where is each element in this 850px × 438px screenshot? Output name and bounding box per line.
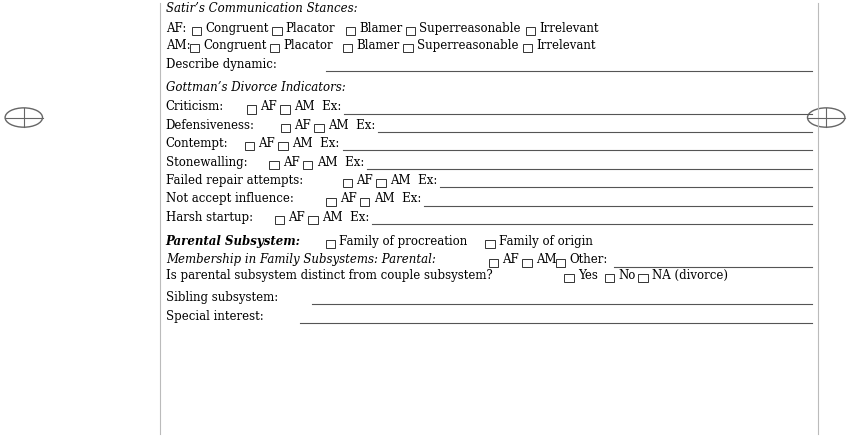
Text: Harsh startup:: Harsh startup: <box>166 210 253 223</box>
Bar <box>564 274 574 283</box>
Text: AF: AF <box>260 100 277 113</box>
Text: AM  Ex:: AM Ex: <box>374 192 421 205</box>
Text: AF: AF <box>288 210 305 223</box>
Text: Irrelevant: Irrelevant <box>536 39 596 52</box>
Text: AF: AF <box>502 253 519 266</box>
Text: Membership in Family Subsystems: Parental:: Membership in Family Subsystems: Parenta… <box>166 253 435 266</box>
Text: Placator: Placator <box>286 22 336 35</box>
Text: Is parental subsystem distinct from couple subsystem?: Is parental subsystem distinct from coup… <box>166 268 492 281</box>
Bar <box>190 45 199 53</box>
Text: Superreasonable: Superreasonable <box>419 22 521 35</box>
Bar <box>246 106 256 114</box>
Bar <box>556 259 565 267</box>
Text: AF: AF <box>283 155 300 168</box>
Text: Not accept influence:: Not accept influence: <box>166 192 293 205</box>
Text: Blamer: Blamer <box>360 22 402 35</box>
Text: Superreasonable: Superreasonable <box>416 39 518 52</box>
Bar <box>377 180 386 188</box>
Bar <box>346 28 355 36</box>
Text: Criticism:: Criticism: <box>166 100 224 113</box>
Text: AM  Ex:: AM Ex: <box>294 100 341 113</box>
Text: AM: AM <box>536 253 557 266</box>
Bar <box>343 45 353 53</box>
Text: Congruent: Congruent <box>206 22 269 35</box>
Bar <box>314 124 324 133</box>
Text: Stonewalling:: Stonewalling: <box>166 155 247 168</box>
Bar <box>403 45 412 53</box>
Text: Family of procreation: Family of procreation <box>339 234 468 247</box>
Bar <box>309 216 318 225</box>
Text: Defensiveness:: Defensiveness: <box>166 118 255 131</box>
Text: AM  Ex:: AM Ex: <box>292 137 339 150</box>
Text: Placator: Placator <box>283 39 333 52</box>
Bar <box>280 124 290 133</box>
Text: No: No <box>618 268 636 281</box>
Text: AM  Ex:: AM Ex: <box>328 118 375 131</box>
Text: Gottman’s Divorce Indicators:: Gottman’s Divorce Indicators: <box>166 81 345 94</box>
Text: Blamer: Blamer <box>357 39 400 52</box>
Bar <box>525 28 535 36</box>
Text: Sibling subsystem:: Sibling subsystem: <box>166 290 278 303</box>
Text: Other:: Other: <box>570 253 608 266</box>
Text: Failed repair attempts:: Failed repair attempts: <box>166 173 303 187</box>
Text: Irrelevant: Irrelevant <box>539 22 598 35</box>
Bar <box>485 240 495 249</box>
Bar <box>245 143 254 151</box>
Bar <box>303 161 313 170</box>
Bar <box>269 45 279 53</box>
Text: Parental Subsystem:: Parental Subsystem: <box>166 234 301 247</box>
Bar <box>360 198 370 206</box>
Bar <box>489 259 498 267</box>
Bar <box>523 45 532 53</box>
Text: AF: AF <box>340 192 357 205</box>
Bar <box>604 274 614 283</box>
Text: Family of origin: Family of origin <box>499 234 592 247</box>
Text: AM:: AM: <box>166 39 190 52</box>
Bar <box>269 161 279 170</box>
Bar <box>638 274 648 283</box>
Bar <box>326 240 335 249</box>
Text: AF: AF <box>356 173 373 187</box>
Bar <box>192 28 201 36</box>
Text: Contempt:: Contempt: <box>166 137 229 150</box>
Text: AF:: AF: <box>166 22 194 35</box>
Bar <box>523 259 532 267</box>
Text: Special interest:: Special interest: <box>166 309 264 322</box>
Text: Congruent: Congruent <box>203 39 267 52</box>
Bar <box>280 106 290 114</box>
Text: AM  Ex:: AM Ex: <box>390 173 437 187</box>
Text: AM  Ex:: AM Ex: <box>322 210 369 223</box>
Text: AF: AF <box>258 137 275 150</box>
Text: AM  Ex:: AM Ex: <box>317 155 364 168</box>
Bar <box>272 28 281 36</box>
Text: Yes: Yes <box>578 268 598 281</box>
Bar <box>343 180 352 188</box>
Bar <box>326 198 336 206</box>
Text: Satir’s Communication Stances:: Satir’s Communication Stances: <box>166 2 357 15</box>
Text: Describe dynamic:: Describe dynamic: <box>166 58 276 71</box>
Text: NA (divorce): NA (divorce) <box>652 268 728 281</box>
Bar <box>275 216 284 225</box>
Text: AF: AF <box>294 118 311 131</box>
Bar <box>279 143 288 151</box>
Bar <box>405 28 415 36</box>
